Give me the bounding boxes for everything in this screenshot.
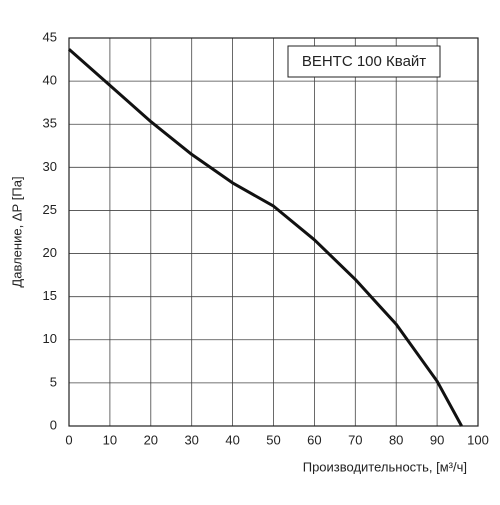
x-tick-label: 100 [467, 432, 489, 447]
x-tick-label: 10 [103, 432, 117, 447]
x-tick-label: 30 [184, 432, 198, 447]
y-tick-label: 20 [43, 245, 57, 260]
x-axis-label: Производительность, [м³/ч] [303, 459, 467, 474]
x-tick-label: 50 [266, 432, 280, 447]
y-tick-label: 15 [43, 288, 57, 303]
y-tick-label: 0 [50, 417, 57, 432]
x-tick-label: 40 [225, 432, 239, 447]
y-tick-label: 10 [43, 331, 57, 346]
x-tick-label: 20 [144, 432, 158, 447]
y-tick-label: 25 [43, 202, 57, 217]
y-tick-label: 35 [43, 116, 57, 131]
x-tick-label: 60 [307, 432, 321, 447]
y-tick-label: 45 [43, 29, 57, 44]
y-tick-label: 30 [43, 159, 57, 174]
legend-box [287, 45, 441, 78]
x-tick-label: 70 [348, 432, 362, 447]
x-tick-label: 90 [430, 432, 444, 447]
x-tick-label: 0 [65, 432, 72, 447]
legend-entry: ВЕНТС 100 Квайт [302, 53, 426, 70]
x-tick-label: 80 [389, 432, 403, 447]
y-tick-label: 5 [50, 374, 57, 389]
y-tick-label: 40 [43, 73, 57, 88]
plot-frame [68, 37, 479, 427]
y-axis-label: Давление, ΔР [Па] [9, 176, 24, 287]
curve [68, 48, 463, 427]
